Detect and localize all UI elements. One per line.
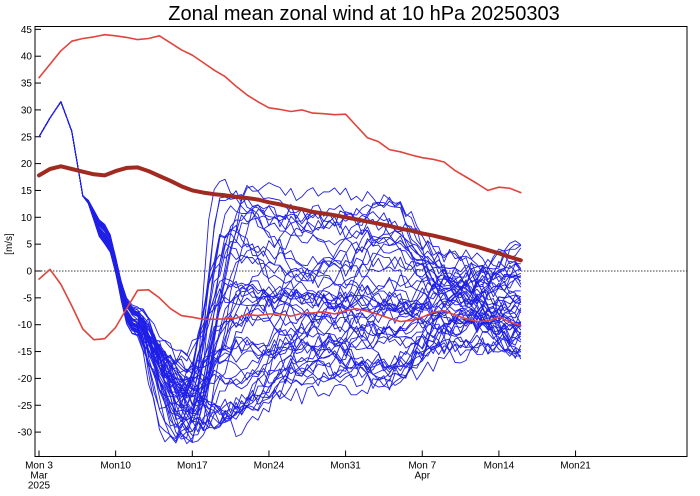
y-tick-label: -5 xyxy=(23,293,32,304)
y-tick-label: -25 xyxy=(18,401,33,412)
ensemble-member-line xyxy=(38,101,522,426)
ensemble-member-line xyxy=(38,101,521,416)
ensemble-member-line xyxy=(38,101,522,438)
ensemble-member-line xyxy=(38,101,522,440)
ensemble-member-line xyxy=(38,101,522,443)
y-axis-label: [m/s] xyxy=(4,233,15,255)
x-tick-label: Mon24 xyxy=(254,461,285,472)
plot-area xyxy=(35,33,687,445)
ensemble-member-line xyxy=(38,101,522,443)
y-tick-label: -10 xyxy=(18,320,33,331)
x-tick-label: Mon 3 xyxy=(25,461,53,472)
y-tick-label: 10 xyxy=(21,213,33,224)
x-tick-label: Mon14 xyxy=(484,461,515,472)
climatology-min-line xyxy=(38,268,522,341)
y-tick-label: 30 xyxy=(21,105,33,116)
y-tick-label: 5 xyxy=(26,240,32,251)
ensemble-member-line xyxy=(38,101,522,444)
y-tick-label: 40 xyxy=(21,52,33,63)
y-tick-label: -15 xyxy=(18,347,33,358)
x-tick-sublabel: 2025 xyxy=(28,481,51,492)
y-tick-label: 0 xyxy=(26,267,32,278)
x-tick-sublabel: Apr xyxy=(414,471,430,482)
x-tick-label: Mon21 xyxy=(560,461,591,472)
climatology-max-line xyxy=(38,33,522,194)
ensemble-member-line xyxy=(38,101,522,429)
y-tick-label: 25 xyxy=(21,132,33,143)
chart-title: Zonal mean zonal wind at 10 hPa 20250303 xyxy=(168,3,559,25)
y-tick-label: 15 xyxy=(21,186,33,197)
y-tick-label: -20 xyxy=(18,374,33,385)
ensemble-group xyxy=(38,101,522,445)
ensemble-member-line xyxy=(38,101,522,425)
ensemble-member-line xyxy=(38,101,522,419)
ensemble-member-line xyxy=(38,101,522,423)
y-tick-label: 20 xyxy=(21,159,33,170)
x-tick-sublabel: Mar xyxy=(30,471,48,482)
y-tick-label: -30 xyxy=(18,428,33,439)
y-axis: -30 -25 -20 -15 -10 -5 0 5 10 15 20 25 30 35 40 45 xyxy=(18,25,41,439)
climatology-mean-line xyxy=(37,164,523,263)
x-tick-label: Mon 7 xyxy=(408,461,436,472)
x-tick-label: Mon31 xyxy=(330,461,361,472)
x-tick-label: Mon10 xyxy=(100,461,131,472)
ensemble-member-line xyxy=(38,101,522,425)
y-tick-label: 35 xyxy=(21,79,33,90)
y-tick-label: 45 xyxy=(21,25,33,36)
ensemble-member-line xyxy=(38,101,521,423)
ensemble-member-line xyxy=(38,101,521,429)
plot-frame xyxy=(34,26,688,457)
ensemble-member-line xyxy=(38,101,521,439)
x-tick-label: Mon17 xyxy=(177,461,208,472)
